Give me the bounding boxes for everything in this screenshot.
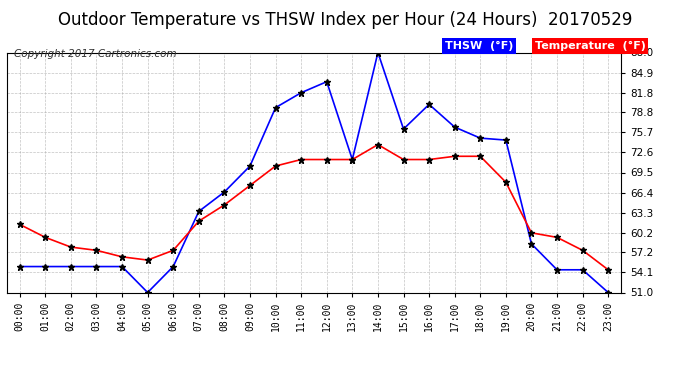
Text: Copyright 2017 Cartronics.com: Copyright 2017 Cartronics.com bbox=[14, 49, 177, 59]
Text: THSW  (°F): THSW (°F) bbox=[445, 41, 513, 51]
Text: Temperature  (°F): Temperature (°F) bbox=[535, 41, 646, 51]
Text: Outdoor Temperature vs THSW Index per Hour (24 Hours)  20170529: Outdoor Temperature vs THSW Index per Ho… bbox=[58, 11, 632, 29]
